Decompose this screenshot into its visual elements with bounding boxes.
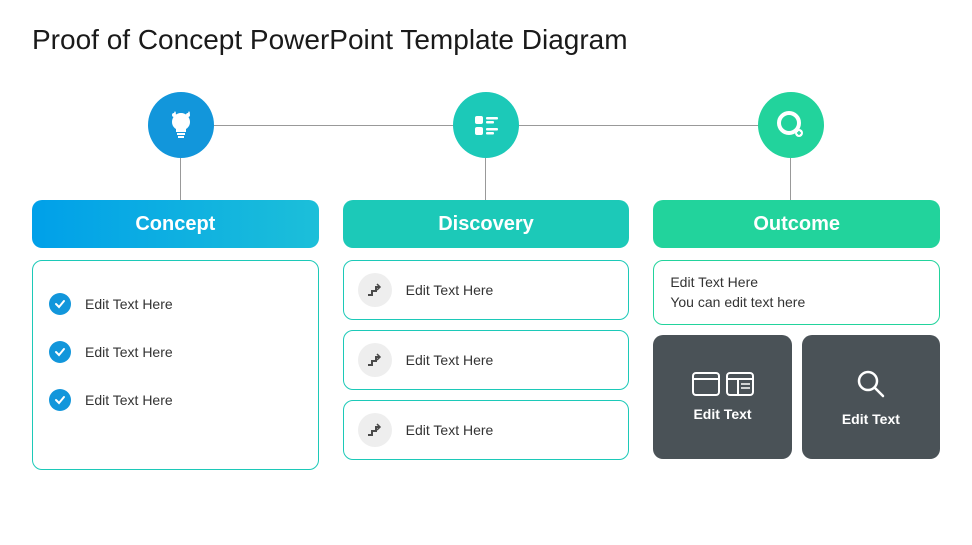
concept-header: Concept [32,200,319,248]
discovery-item-text: Edit Text Here [406,282,494,298]
discovery-item-text: Edit Text Here [406,422,494,438]
stairs-icon [358,343,392,377]
vertical-line-2 [485,158,486,200]
discovery-column: Discovery Edit Text Here Edit Text Here … [343,200,630,470]
concept-item-text: Edit Text Here [85,296,173,312]
concept-box: Edit Text Here Edit Text Here Edit Text … [32,260,319,470]
magnify-plus-icon [773,107,809,143]
discovery-item: Edit Text Here [343,400,630,460]
check-icon [49,293,71,315]
window-icon [692,372,720,396]
discovery-item-text: Edit Text Here [406,352,494,368]
list-icon [469,108,503,142]
discovery-circle [453,92,519,158]
vertical-line-3 [790,158,791,200]
layout-icon [726,372,754,396]
stairs-icon [358,413,392,447]
outcome-column: Outcome Edit Text Here You can edit text… [653,200,940,470]
concept-item: Edit Text Here [45,285,306,323]
concept-column: Concept Edit Text Here Edit Text Here Ed… [32,200,319,470]
concept-item-text: Edit Text Here [85,392,173,408]
outcome-text-box: Edit Text Here You can edit text here [653,260,940,325]
check-icon [49,389,71,411]
outcome-cards: Edit Text Edit Text [653,335,940,459]
outcome-card-label: Edit Text [693,406,751,422]
window-icons [692,372,754,396]
page-title: Proof of Concept PowerPoint Template Dia… [32,24,628,56]
check-icon [49,341,71,363]
outcome-card-label: Edit Text [842,411,900,427]
outcome-circle [758,92,824,158]
concept-circle [148,92,214,158]
circle-row [0,92,972,158]
discovery-header: Discovery [343,200,630,248]
discovery-item: Edit Text Here [343,260,630,320]
concept-item-text: Edit Text Here [85,344,173,360]
outcome-line2: You can edit text here [670,293,923,313]
stairs-icon [358,273,392,307]
outcome-header: Outcome [653,200,940,248]
outcome-card-2: Edit Text [802,335,940,459]
discovery-item: Edit Text Here [343,330,630,390]
vertical-line-1 [180,158,181,200]
concept-item: Edit Text Here [45,381,306,419]
concept-item: Edit Text Here [45,333,306,371]
outcome-card-1: Edit Text [653,335,791,459]
columns-container: Concept Edit Text Here Edit Text Here Ed… [32,200,940,470]
lightbulb-gear-icon [163,107,199,143]
outcome-line1: Edit Text Here [670,273,923,293]
search-icon [854,367,888,401]
